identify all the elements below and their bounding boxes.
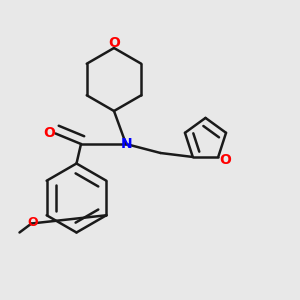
Text: O: O <box>28 216 38 229</box>
Text: O: O <box>43 126 55 140</box>
Text: N: N <box>121 137 132 151</box>
Text: O: O <box>219 153 231 167</box>
Text: O: O <box>108 36 120 50</box>
